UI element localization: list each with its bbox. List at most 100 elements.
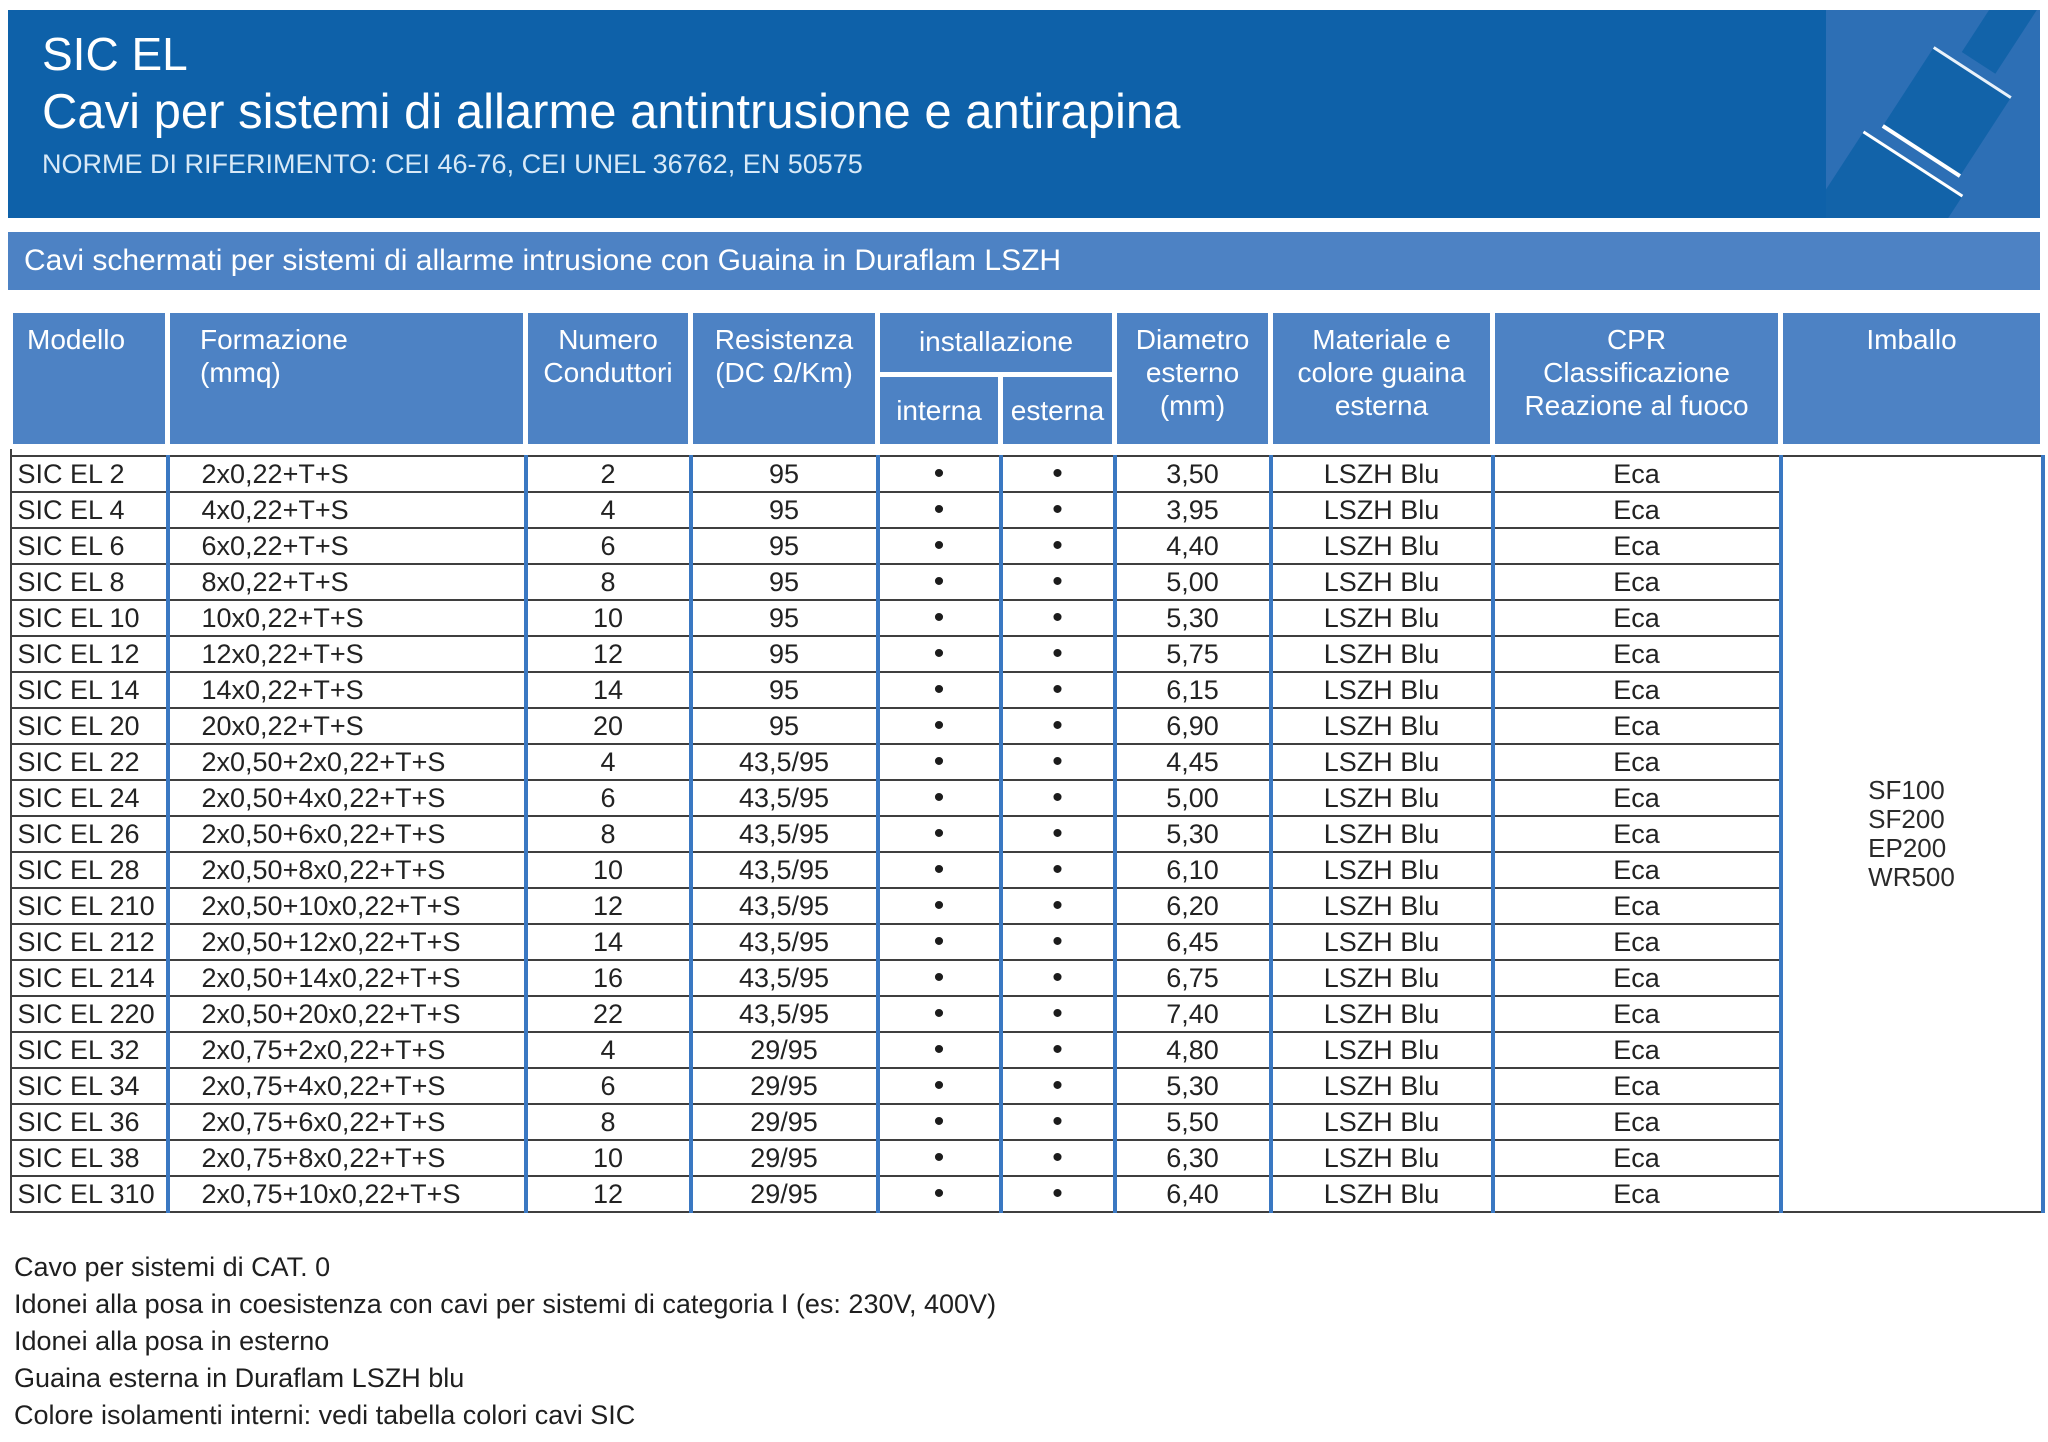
cell-diameter: 5,30 <box>1112 600 1271 637</box>
cell-formation: 2x0,50+12x0,22+T+S <box>165 924 526 961</box>
cell-esterna: • <box>998 888 1115 925</box>
cell-diameter: 5,00 <box>1112 564 1271 601</box>
table-row: SIC EL 26 2x0,50+6x0,22+T+S 8 43,5/95 • • 5,30… <box>9 816 2043 853</box>
cell-resistance: 95 <box>688 708 878 745</box>
cell-cpr: Eca <box>1490 672 1781 709</box>
table-row: SIC EL 36 2x0,75+6x0,22+T+S 8 29/95 • • 5,50 LS… <box>9 1104 2043 1141</box>
cell-resistance: 43,5/95 <box>688 852 878 889</box>
cell-esterna: • <box>998 672 1115 709</box>
table-row: SIC EL 210 2x0,50+10x0,22+T+S 12 43,5/95 • • 6… <box>9 888 2043 925</box>
table-row: SIC EL 14 14x0,22+T+S 14 95 • • 6,15 LSZH Blu Ec… <box>9 672 2043 709</box>
cell-model: SIC EL 36 <box>9 1104 168 1141</box>
cell-model: SIC EL 34 <box>9 1068 168 1105</box>
cell-cpr: Eca <box>1490 1104 1781 1141</box>
cell-esterna: • <box>998 816 1115 853</box>
cell-model: SIC EL 12 <box>9 636 168 673</box>
cell-formation: 2x0,50+14x0,22+T+S <box>165 960 526 997</box>
cell-formation: 2x0,75+8x0,22+T+S <box>165 1140 526 1177</box>
cell-formation: 2x0,22+T+S <box>165 456 526 493</box>
cell-diameter: 6,75 <box>1112 960 1271 997</box>
cell-formation: 2x0,75+2x0,22+T+S <box>165 1032 526 1069</box>
cell-esterna: • <box>998 744 1115 781</box>
cell-resistance: 95 <box>688 636 878 673</box>
cell-conductors: 12 <box>523 1176 691 1213</box>
cell-interna: • <box>875 852 1001 889</box>
cell-cpr: Eca <box>1490 780 1781 817</box>
col-header-installazione: installazione <box>874 308 1118 377</box>
cell-interna: • <box>875 708 1001 745</box>
cell-conductors: 8 <box>523 1104 691 1141</box>
cell-conductors: 10 <box>523 1140 691 1177</box>
cell-resistance: 29/95 <box>688 1032 878 1069</box>
cell-sheath: LSZH Blu <box>1268 1104 1493 1141</box>
cell-formation: 2x0,75+6x0,22+T+S <box>165 1104 526 1141</box>
cell-conductors: 6 <box>523 780 691 817</box>
cell-interna: • <box>875 816 1001 853</box>
cell-model: SIC EL 22 <box>9 744 168 781</box>
cell-cpr: Eca <box>1490 492 1781 529</box>
cell-diameter: 6,45 <box>1112 924 1271 961</box>
cell-cpr: Eca <box>1490 960 1781 997</box>
cell-model: SIC EL 214 <box>9 960 168 997</box>
cell-esterna: • <box>998 924 1115 961</box>
note-line: Guaina esterna in Duraflam LSZH blu <box>14 1363 465 1393</box>
cell-resistance: 29/95 <box>688 1104 878 1141</box>
cable-wire-segment <box>1961 10 2040 74</box>
cell-cpr: Eca <box>1490 600 1781 637</box>
cell-conductors: 6 <box>523 1068 691 1105</box>
table-row: SIC EL 212 2x0,50+12x0,22+T+S 14 43,5/95 • • 6… <box>9 924 2043 961</box>
cell-conductors: 4 <box>523 744 691 781</box>
cell-conductors: 6 <box>523 528 691 565</box>
cable-icon <box>1826 10 2040 218</box>
cell-formation: 14x0,22+T+S <box>165 672 526 709</box>
cell-conductors: 22 <box>523 996 691 1033</box>
cell-cpr: Eca <box>1490 816 1781 853</box>
cell-resistance: 95 <box>688 600 878 637</box>
cell-resistance: 43,5/95 <box>688 888 878 925</box>
cell-sheath: LSZH Blu <box>1268 1140 1493 1177</box>
cell-diameter: 6,15 <box>1112 672 1271 709</box>
cell-model: SIC EL 10 <box>9 600 168 637</box>
cell-formation: 8x0,22+T+S <box>165 564 526 601</box>
cell-esterna: • <box>998 996 1115 1033</box>
cell-cpr: Eca <box>1490 456 1781 493</box>
cell-model: SIC EL 20 <box>9 708 168 745</box>
cell-sheath: LSZH Blu <box>1268 816 1493 853</box>
cell-formation: 4x0,22+T+S <box>165 492 526 529</box>
cell-sheath: LSZH Blu <box>1268 456 1493 493</box>
cell-resistance: 95 <box>688 564 878 601</box>
cell-interna: • <box>875 1176 1001 1213</box>
cell-sheath: LSZH Blu <box>1268 960 1493 997</box>
cell-cpr: Eca <box>1490 636 1781 673</box>
cell-resistance: 43,5/95 <box>688 996 878 1033</box>
cell-formation: 6x0,22+T+S <box>165 528 526 565</box>
cell-esterna: • <box>998 960 1115 997</box>
product-name: SIC EL <box>42 28 188 80</box>
cell-model: SIC EL 220 <box>9 996 168 1033</box>
cell-cpr: Eca <box>1490 924 1781 961</box>
col-header-diametro: Diametro esterno (mm) <box>1112 308 1274 449</box>
cell-interna: • <box>875 1140 1001 1177</box>
cell-resistance: 95 <box>688 528 878 565</box>
cell-esterna: • <box>998 636 1115 673</box>
col-header-formazione: Formazione (mmq) <box>165 308 528 449</box>
cell-resistance: 43,5/95 <box>688 816 878 853</box>
cell-interna: • <box>875 672 1001 709</box>
cell-diameter: 6,20 <box>1112 888 1271 925</box>
col-header-esterna: esterna <box>997 372 1118 449</box>
cell-resistance: 95 <box>688 492 878 529</box>
cell-resistance: 29/95 <box>688 1068 878 1105</box>
cell-model: SIC EL 210 <box>9 888 168 925</box>
cell-sheath: LSZH Blu <box>1268 1032 1493 1069</box>
note-line: Idonei alla posa in esterno <box>14 1326 330 1356</box>
table-row: SIC EL 24 2x0,50+4x0,22+T+S 6 43,5/95 • • 5,00… <box>9 780 2043 817</box>
col-header-modello: Modello <box>8 308 170 449</box>
cell-esterna: • <box>998 1140 1115 1177</box>
cell-model: SIC EL 24 <box>9 780 168 817</box>
cell-interna: • <box>875 1032 1001 1069</box>
col-header-materiale-guaina: Materiale e colore guaina esterna <box>1268 308 1496 449</box>
reference-norms: NORME DI RIFERIMENTO: CEI 46-76, CEI UNE… <box>42 149 863 179</box>
section-banner: Cavi schermati per sistemi di allarme in… <box>8 232 2040 290</box>
table-row: SIC EL 12 12x0,22+T+S 12 95 • • 5,75 LSZH Blu Ec… <box>9 636 2043 673</box>
cell-cpr: Eca <box>1490 888 1781 925</box>
